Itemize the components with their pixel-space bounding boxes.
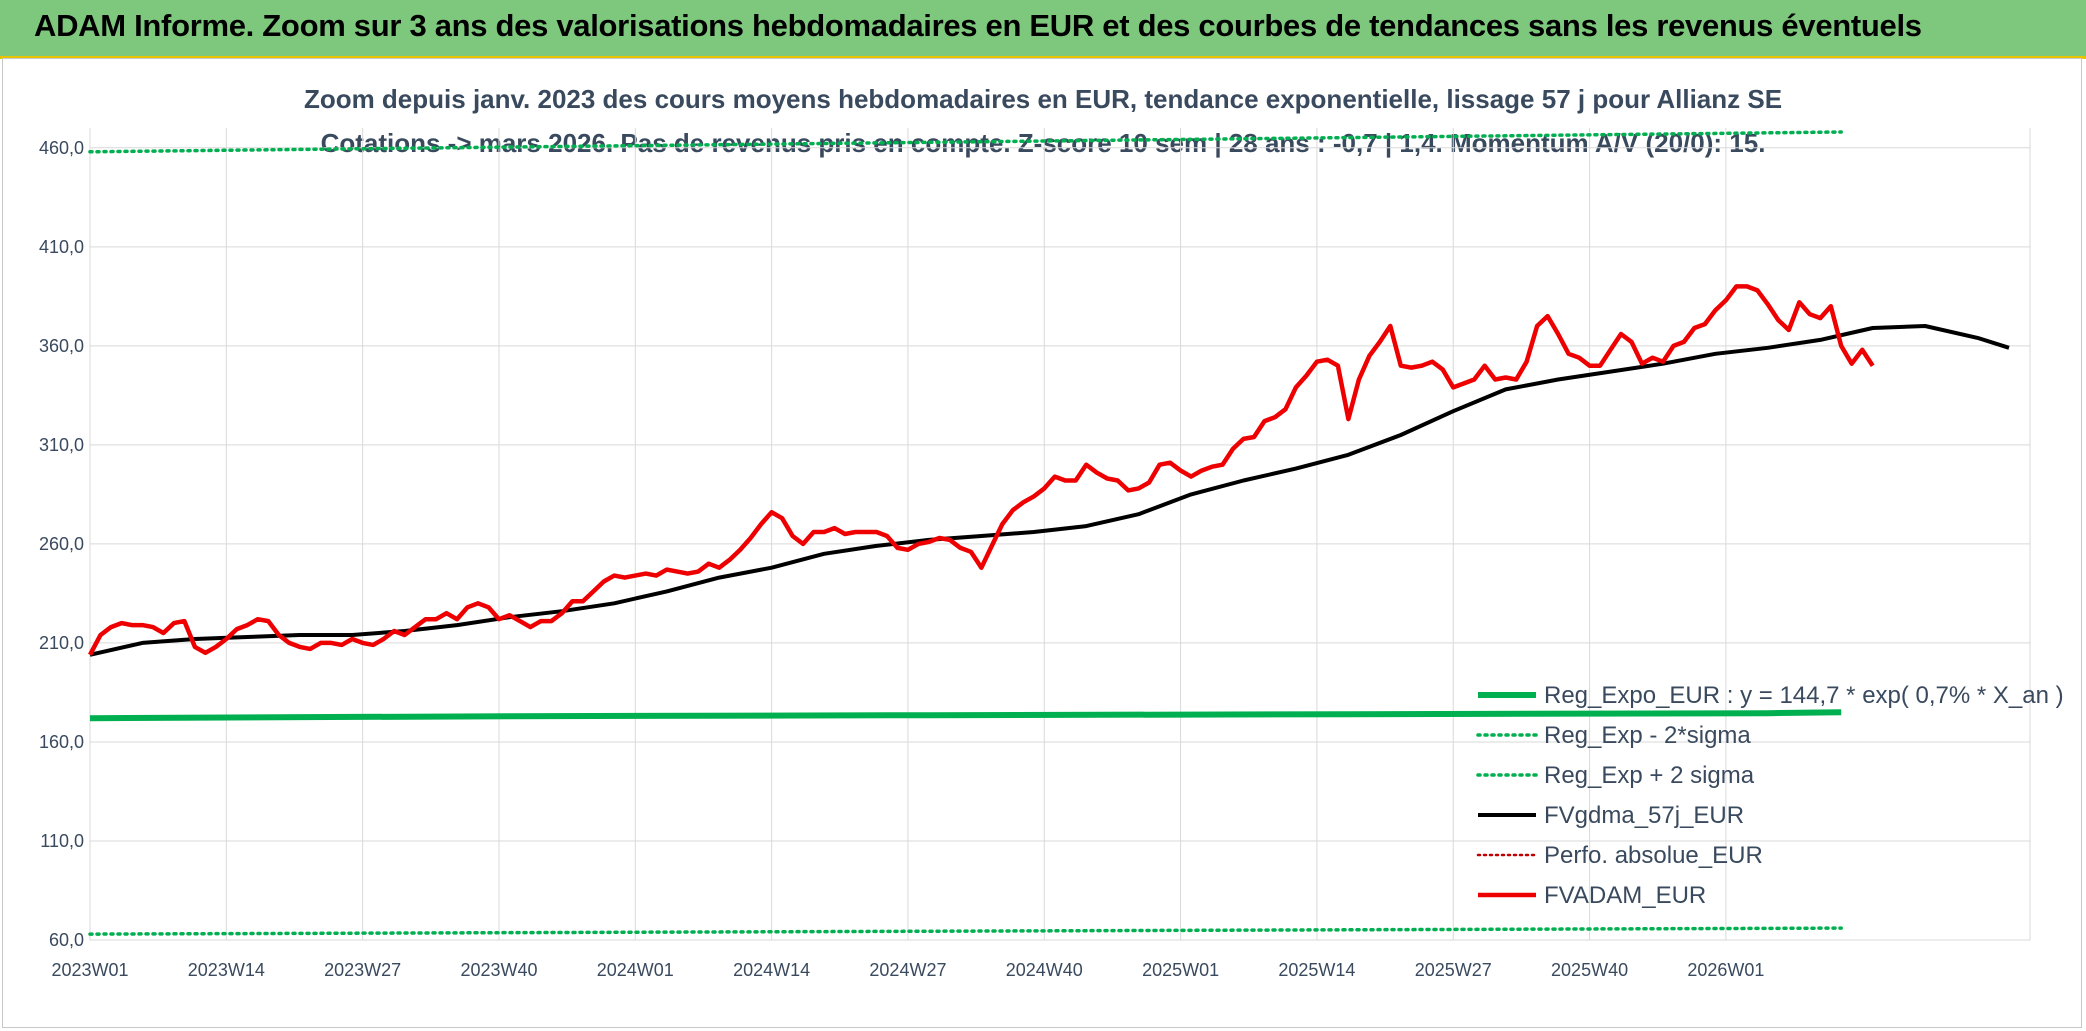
chart-subtitle: Cotations -> mars 2026. Pas de revenus p… [321, 128, 1766, 158]
report-title: ADAM Informe. Zoom sur 3 ans des valoris… [34, 8, 1922, 43]
x-tick-label: 2024W01 [597, 960, 674, 980]
legend-label: FVgdma_57j_EUR [1544, 802, 1744, 829]
y-tick-label: 260,0 [39, 534, 84, 554]
chart-legend: Reg_Expo_EUR : y = 144,7 * exp( 0,7% * X… [1476, 682, 2064, 909]
reg-exp-minus-2sigma-line [88, 926, 1843, 936]
x-tick-label: 2025W14 [1278, 960, 1355, 980]
y-tick-label: 410,0 [39, 237, 84, 257]
x-tick-label: 2025W40 [1551, 960, 1628, 980]
legend-label: Reg_Exp + 2 sigma [1544, 762, 1755, 789]
x-tick-label: 2026W01 [1687, 960, 1764, 980]
gridlines [89, 128, 2031, 941]
y-tick-label: 110,0 [40, 831, 84, 851]
x-tick-label: 2024W40 [1006, 960, 1083, 980]
y-tick-label: 160,0 [39, 732, 84, 752]
report-banner: ADAM Informe. Zoom sur 3 ans des valoris… [0, 0, 2086, 59]
reg-expo-line [89, 709, 1842, 722]
legend-label: Reg_Exp - 2*sigma [1544, 722, 1751, 749]
legend-label: FVADAM_EUR [1544, 882, 1706, 909]
x-tick-label: 2023W27 [324, 960, 401, 980]
x-tick-label: 2023W01 [51, 960, 128, 980]
x-tick-label: 2025W27 [1415, 960, 1492, 980]
y-tick-label: 310,0 [39, 435, 84, 455]
y-tick-label: 210,0 [39, 633, 84, 653]
reg-exp-plus-2sigma-line [88, 130, 1843, 154]
x-tick-label: 2024W14 [733, 960, 810, 980]
fvgdma-57j-line [89, 324, 2010, 657]
x-tick-label: 2024W27 [869, 960, 946, 980]
y-tick-label: 460,0 [39, 138, 84, 158]
y-axis-ticks: 460,0 410,0 360,0 310,0 260,0 210,0 160,0 110,0… [39, 138, 84, 950]
chart-title: Zoom depuis janv. 2023 des cours moyens … [304, 84, 1782, 114]
y-tick-label: 360,0 [39, 336, 84, 356]
x-tick-label: 2023W14 [188, 960, 265, 980]
y-tick-label: 60,0 [49, 930, 84, 950]
x-tick-label: 2023W40 [460, 960, 537, 980]
fvadam-line [88, 284, 1875, 656]
chart-frame [2, 58, 2082, 1028]
x-tick-label: 2025W01 [1142, 960, 1219, 980]
legend-label: Perfo. absolue_EUR [1544, 842, 1763, 869]
series-lines [88, 130, 2010, 936]
legend-label: Reg_Expo_EUR : y = 144,7 * exp( 0,7% * X… [1544, 682, 2064, 709]
x-axis-ticks: 2023W01 2023W14 2023W27 2023W40 2024W01 2024W… [51, 960, 1764, 980]
